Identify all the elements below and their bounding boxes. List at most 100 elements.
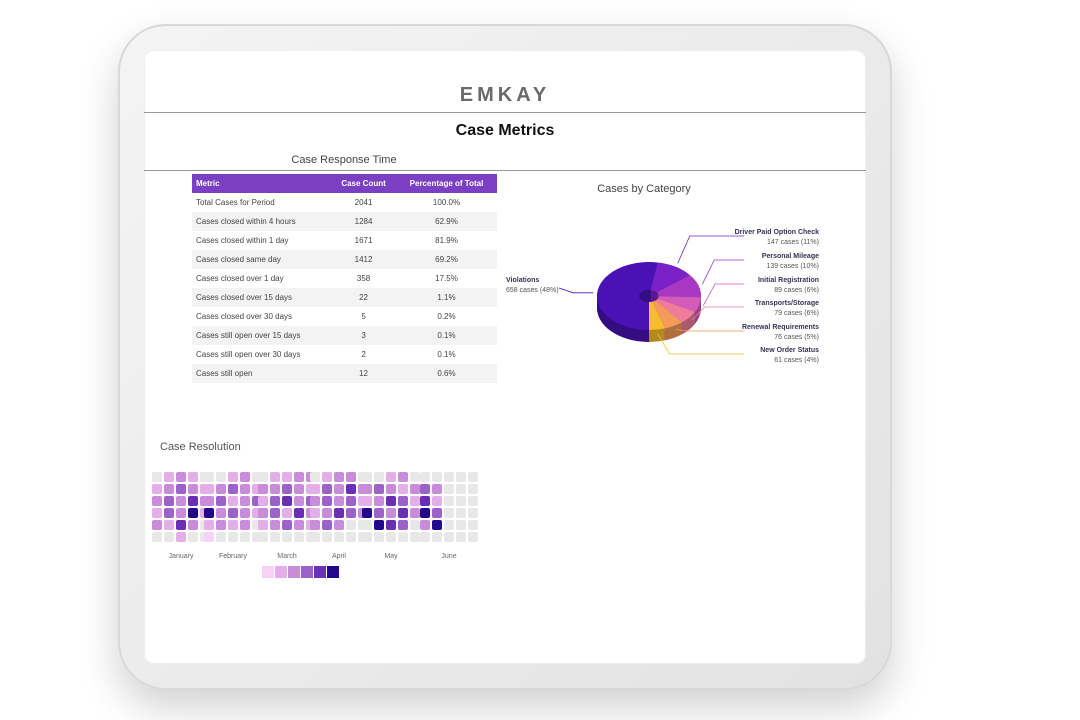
table-title: Case Response Time <box>291 154 397 166</box>
slice-value: 61 cases (4%) <box>774 357 819 364</box>
heat-cell <box>432 484 442 494</box>
table-cell: 0.1% <box>437 350 456 359</box>
heat-cell <box>270 520 280 530</box>
table-cell: 0.1% <box>395 326 497 345</box>
leader-line <box>675 328 744 332</box>
empty-day <box>152 532 162 542</box>
heat-cell <box>258 496 268 506</box>
heat-cell <box>282 520 292 530</box>
empty-day <box>468 532 478 542</box>
empty-day <box>258 532 268 542</box>
heat-cell <box>152 508 162 518</box>
heat-cell <box>420 496 430 506</box>
heat-cell <box>322 472 332 482</box>
heat-cell <box>386 484 396 494</box>
heat-cell <box>362 508 372 518</box>
slice-label: Driver Paid Option Check <box>735 229 820 236</box>
chart-title: Cases by Category <box>597 183 691 195</box>
table-cell: Cases closed within 4 hours <box>192 212 332 231</box>
heat-cell <box>152 484 162 494</box>
empty-day <box>188 532 198 542</box>
table-row: Cases closed within 1 day 1671 81.9% <box>192 231 497 250</box>
heat-cell <box>294 520 304 530</box>
empty-day <box>374 472 384 482</box>
table-cell: 69.2% <box>395 250 497 269</box>
table-body: Total Cases for Period 2041 100.0% Cases cl… <box>192 193 497 383</box>
heat-cell <box>216 496 226 506</box>
table-row: Cases closed over 1 day 358 17.5% <box>192 269 497 288</box>
table-cell: 2041 <box>354 198 373 207</box>
heat-cell <box>270 472 280 482</box>
month-label: April <box>332 553 346 560</box>
legend-swatch <box>288 566 300 578</box>
logo: EMKAY <box>459 84 551 106</box>
heat-cell <box>334 484 344 494</box>
heat-cell <box>294 496 304 506</box>
heat-cell <box>334 472 344 482</box>
heat-cell <box>310 508 320 518</box>
heat-cell <box>204 532 214 542</box>
empty-day <box>432 472 442 482</box>
heat-cell <box>410 496 420 506</box>
empty-day <box>164 532 174 542</box>
heat-cell <box>386 520 396 530</box>
empty-day <box>444 484 454 494</box>
table-row: Total Cases for Period 2041 100.0% <box>192 193 497 212</box>
heat-cell <box>164 508 174 518</box>
heat-cell <box>270 484 280 494</box>
slice-label: Personal Mileage <box>762 253 819 260</box>
heat-cell <box>188 508 198 518</box>
empty-day <box>410 472 420 482</box>
table-cell: Cases closed within 1 day <box>196 236 289 245</box>
heat-cell <box>282 508 292 518</box>
screen: EMKAY Case Metrics Case Response Time Me… <box>144 50 866 664</box>
heat-cell <box>374 484 384 494</box>
slice-label: New Order Status <box>760 347 819 354</box>
heat-cell <box>164 484 174 494</box>
heat-cell <box>176 520 186 530</box>
heat-cell <box>282 484 292 494</box>
slice <box>597 261 658 330</box>
heat-cell <box>386 508 396 518</box>
empty-day <box>420 532 430 542</box>
heat-cell <box>322 496 332 506</box>
table-cell: Cases closed over 15 days <box>192 288 332 307</box>
leader-line <box>677 235 744 264</box>
heat-cell <box>240 472 250 482</box>
legend-swatch <box>262 566 274 578</box>
legend-swatch <box>327 566 339 578</box>
table-cell: Cases closed same day <box>192 250 332 269</box>
heat-cell <box>386 496 396 506</box>
empty-day <box>322 532 332 542</box>
empty-day <box>468 520 478 530</box>
empty-day <box>420 472 430 482</box>
slice <box>652 300 683 329</box>
leader-line <box>558 287 594 294</box>
slice-value: 139 cases (10%) <box>766 263 819 270</box>
heat-cell <box>374 508 384 518</box>
empty-day <box>398 532 408 542</box>
table-cell: 1284 <box>331 212 396 231</box>
heat-cell <box>240 508 250 518</box>
heat-cell <box>164 472 174 482</box>
slice-label: Initial Registration <box>758 277 819 284</box>
slice <box>650 262 690 293</box>
heat-cell <box>258 508 268 518</box>
heat-cell <box>420 508 430 518</box>
slice-label: Violations <box>506 277 539 284</box>
heat-cell <box>294 472 304 482</box>
empty-day <box>456 532 466 542</box>
month-label: June <box>441 553 456 560</box>
empty-day <box>282 532 292 542</box>
empty-day <box>362 520 372 530</box>
heat-cell <box>374 496 384 506</box>
empty-day <box>456 496 466 506</box>
table-row: Cases closed over 30 days 5 0.2% <box>192 307 497 326</box>
table-cell: 100.0% <box>432 198 461 207</box>
table-cell: 358 <box>356 274 371 283</box>
empty-day <box>410 532 420 542</box>
empty-day <box>444 508 454 518</box>
heat-cell <box>176 496 186 506</box>
legend-swatch <box>275 566 287 578</box>
